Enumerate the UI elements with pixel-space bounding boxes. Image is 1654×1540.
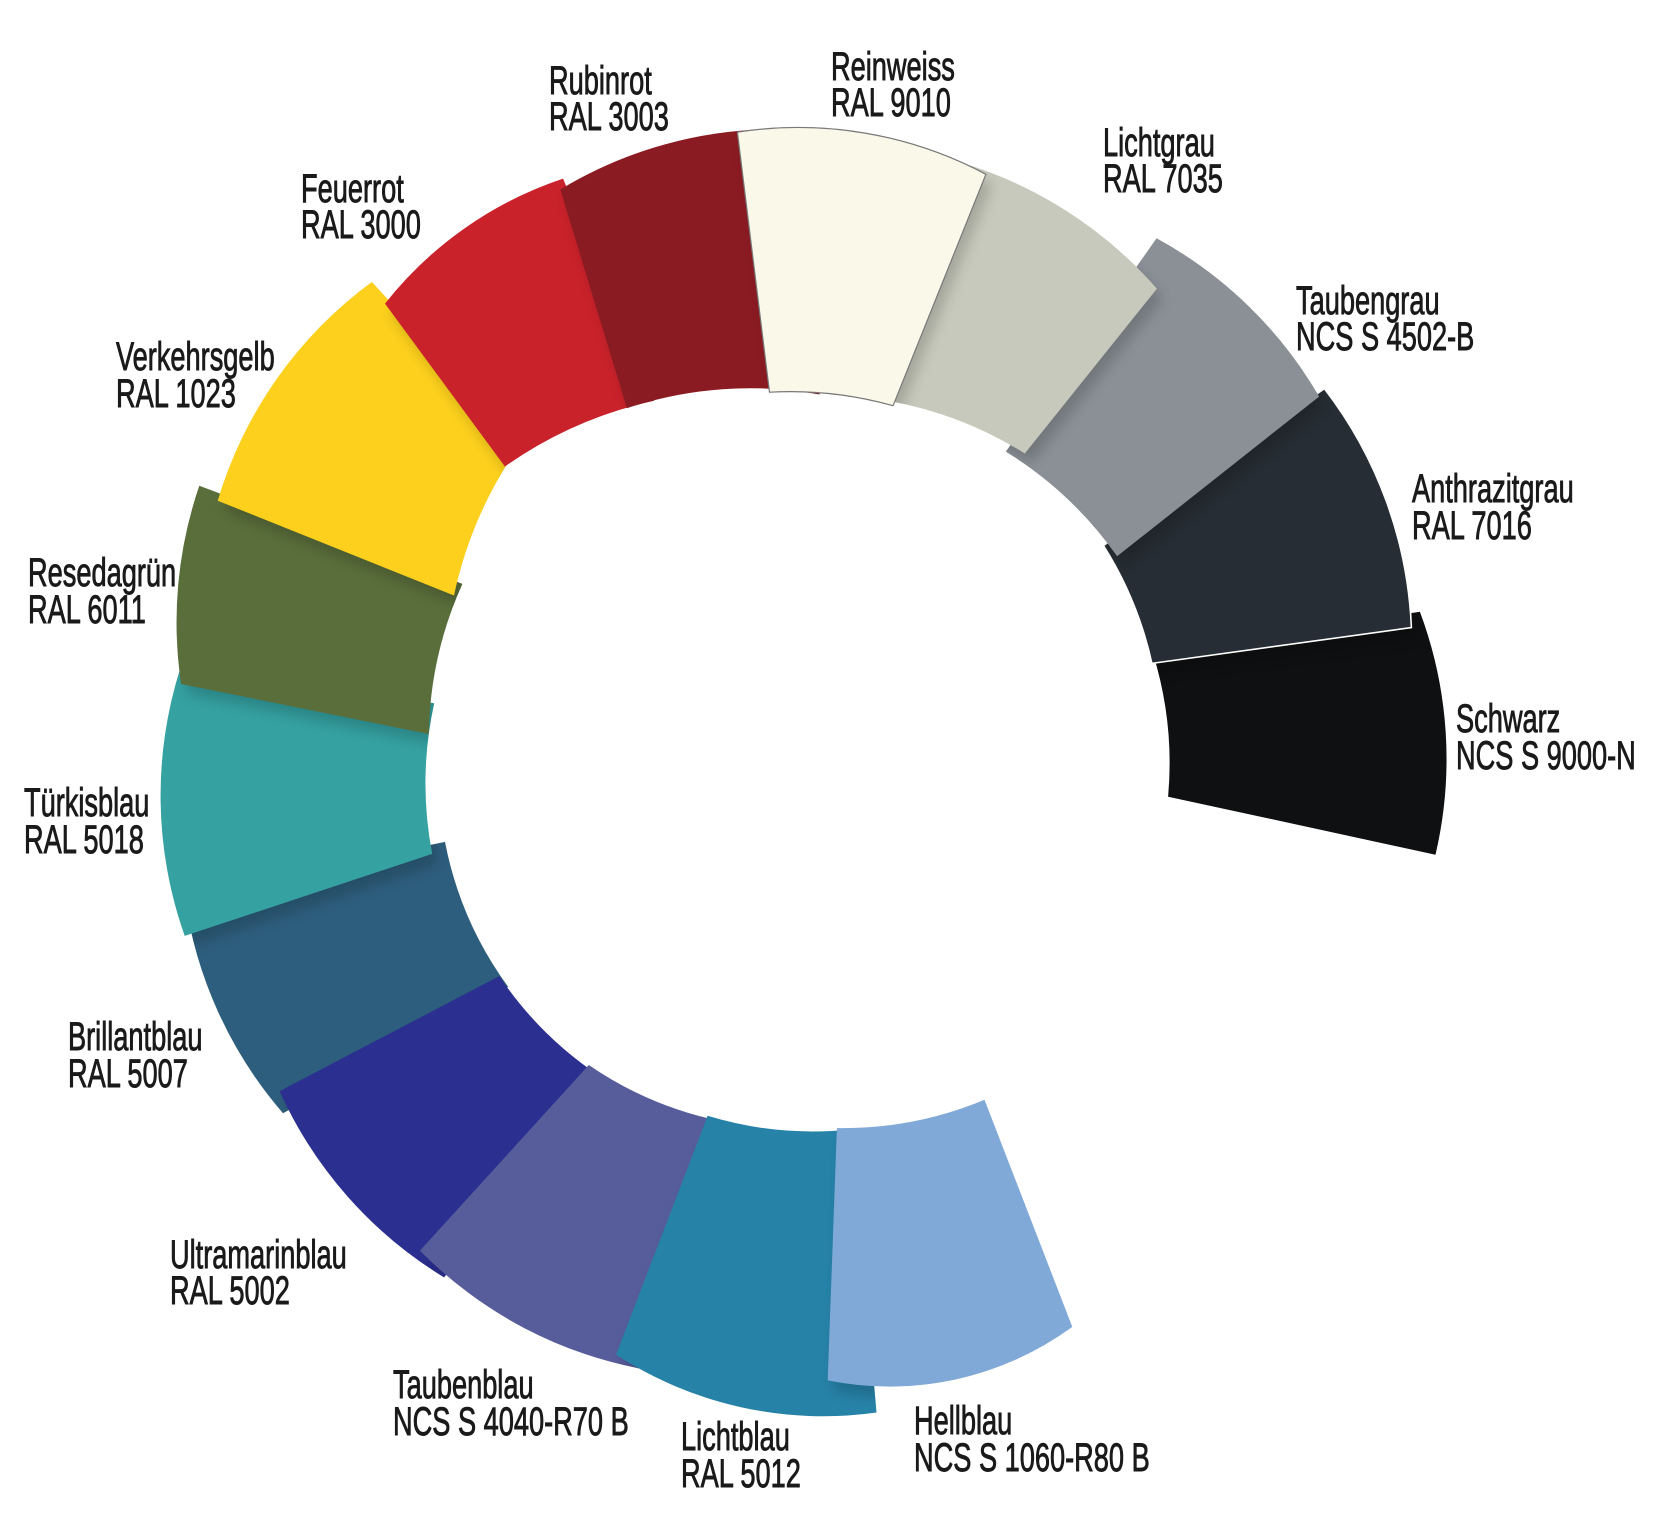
svg-text:Rubinrot: Rubinrot [549, 59, 652, 103]
svg-text:NCS S 1060-R80 B: NCS S 1060-R80 B [914, 1436, 1150, 1480]
svg-text:RAL 5012: RAL 5012 [681, 1452, 801, 1496]
svg-text:Lichtgrau: Lichtgrau [1103, 121, 1215, 165]
svg-text:Taubengrau: Taubengrau [1296, 279, 1440, 323]
svg-text:RAL 6011: RAL 6011 [28, 588, 146, 632]
svg-text:Hellblau: Hellblau [914, 1399, 1012, 1443]
svg-text:RAL 5002: RAL 5002 [170, 1269, 290, 1313]
svg-text:Ultramarinblau: Ultramarinblau [170, 1233, 347, 1277]
svg-text:RAL 1023: RAL 1023 [116, 372, 236, 416]
svg-text:NCS S 9000-N: NCS S 9000-N [1456, 734, 1636, 778]
svg-text:RAL 5018: RAL 5018 [24, 818, 144, 862]
svg-text:RAL 7016: RAL 7016 [1412, 504, 1532, 548]
svg-text:Feuerrot: Feuerrot [301, 167, 404, 211]
svg-text:Verkehrsgelb: Verkehrsgelb [116, 335, 275, 379]
svg-text:NCS S 4040-R70 B: NCS S 4040-R70 B [393, 1400, 629, 1444]
svg-text:NCS S 4502-B: NCS S 4502-B [1296, 315, 1474, 359]
svg-text:RAL 3000: RAL 3000 [301, 203, 421, 247]
svg-text:RAL 7035: RAL 7035 [1103, 157, 1223, 201]
svg-text:Schwarz: Schwarz [1456, 697, 1560, 741]
svg-text:Resedagrün: Resedagrün [28, 551, 176, 595]
svg-text:RAL 5007: RAL 5007 [68, 1052, 188, 1096]
svg-text:Taubenblau: Taubenblau [393, 1363, 534, 1407]
svg-text:Anthrazitgrau: Anthrazitgrau [1412, 467, 1574, 511]
svg-text:RAL 9010: RAL 9010 [831, 81, 951, 125]
svg-text:Türkisblau: Türkisblau [24, 781, 149, 825]
svg-text:Lichtblau: Lichtblau [681, 1415, 790, 1459]
svg-text:Brillantblau: Brillantblau [68, 1015, 203, 1059]
svg-text:Reinweiss: Reinweiss [831, 45, 955, 89]
svg-text:RAL 3003: RAL 3003 [549, 95, 669, 139]
